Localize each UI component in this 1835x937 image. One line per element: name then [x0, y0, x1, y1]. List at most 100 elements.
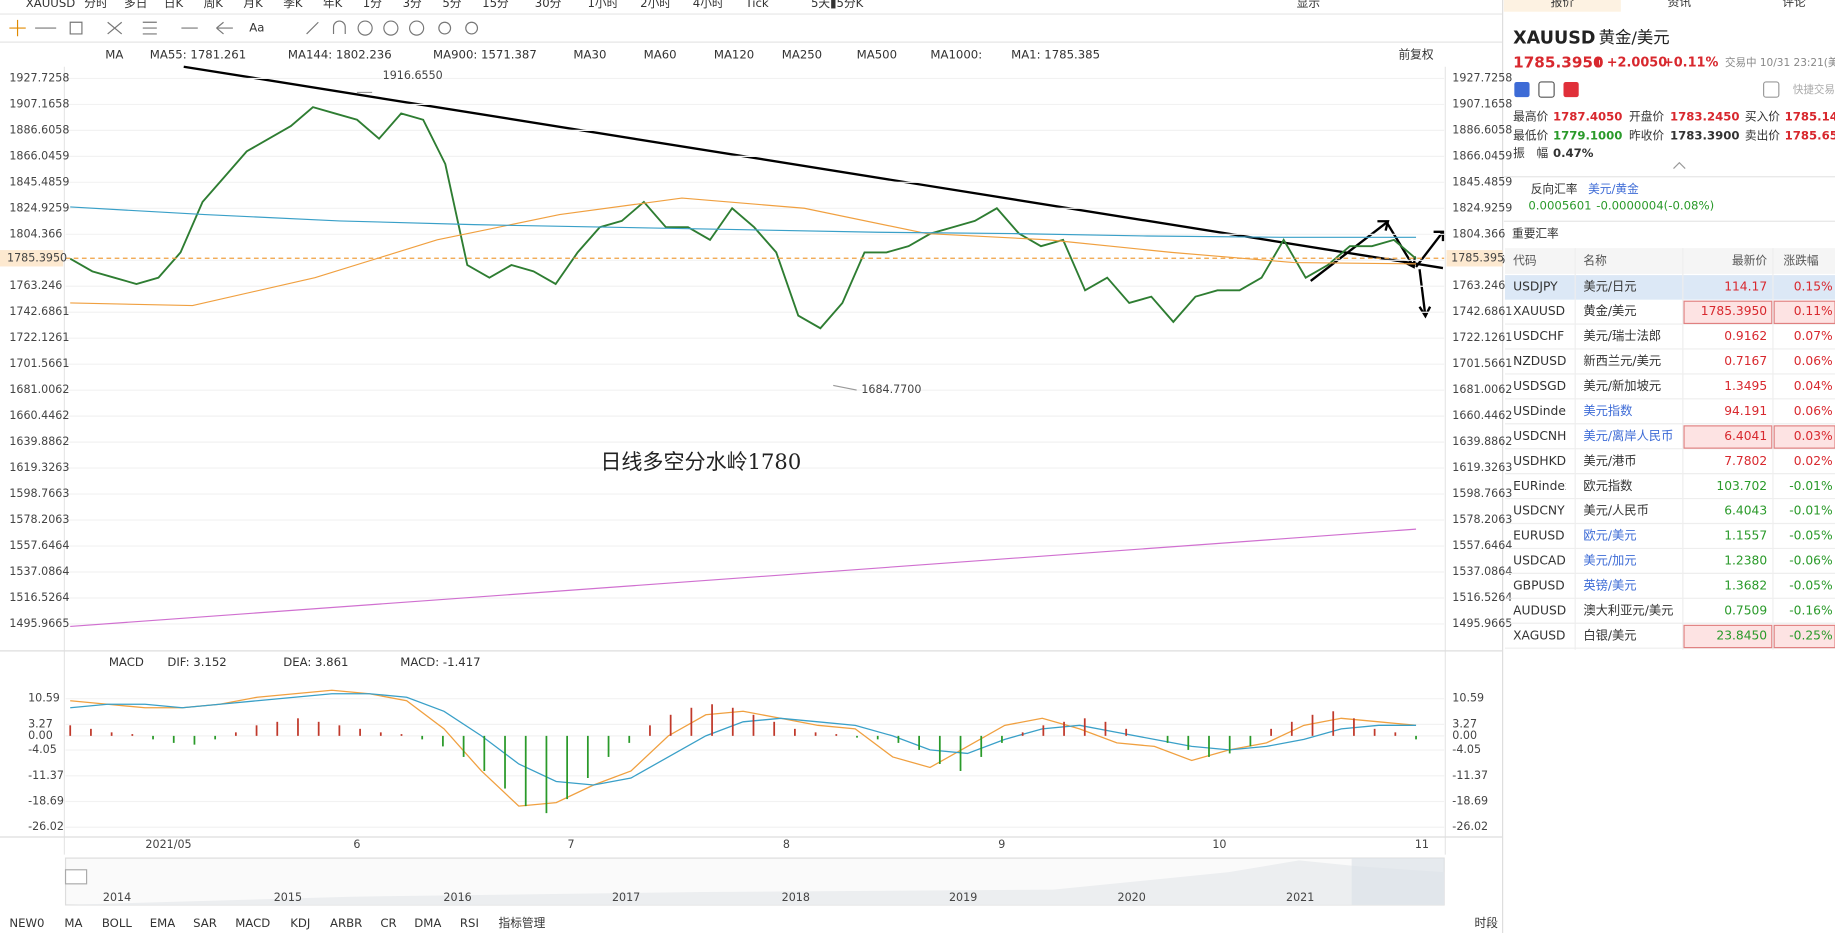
row-name[interactable]: 新西兰元/美元 — [1583, 353, 1661, 368]
panel-tab[interactable]: 报价 — [1551, 0, 1575, 9]
row-name[interactable]: 澳大利亚元/美元 — [1583, 603, 1673, 617]
row-code[interactable]: GBPUSD — [1513, 579, 1565, 593]
period-tab[interactable]: 5分 — [442, 0, 461, 10]
y-tick-label: 1516.5264 — [1452, 591, 1512, 604]
row-code[interactable]: USDCHF — [1513, 329, 1564, 343]
row-name[interactable]: 欧元/美元 — [1583, 529, 1636, 543]
period-tab[interactable]: 4小时 — [693, 0, 724, 10]
row-code[interactable]: AUDUSD — [1513, 603, 1566, 617]
panel-tab[interactable]: 评论 — [1782, 0, 1806, 9]
row-code[interactable]: EURindex — [1513, 479, 1572, 493]
ma-label: MA — [105, 48, 123, 62]
period-button[interactable]: 时段 — [1475, 916, 1499, 930]
row-name[interactable]: 英镑/美元 — [1583, 578, 1636, 593]
period-tab[interactable]: Tick — [744, 0, 768, 10]
y-tick-label: 1907.1658 — [9, 97, 69, 110]
row-change: -0.06% — [1789, 554, 1832, 568]
row-name[interactable]: 美元指数 — [1583, 403, 1632, 418]
row-name[interactable]: 美元/人民币 — [1583, 504, 1648, 518]
y-tick-label: 1866.0459 — [1452, 149, 1512, 162]
period-tab[interactable]: 5天▮5分K — [811, 0, 864, 10]
change-box — [1773, 624, 1835, 649]
collapse-toggle[interactable] — [1673, 161, 1686, 169]
indicator-tab[interactable]: ARBR — [330, 916, 362, 930]
row-change: 0.04% — [1794, 379, 1833, 393]
current-price-box — [1446, 250, 1503, 267]
navigator-year: 2015 — [274, 891, 302, 904]
row-selected[interactable] — [1504, 275, 1835, 300]
period-tab[interactable]: 年K — [323, 0, 343, 10]
quote-percent: +0.11% — [1663, 56, 1718, 71]
row-change: 0.06% — [1794, 404, 1833, 418]
period-tab[interactable]: 1分 — [363, 0, 382, 10]
y-tick-label: -4.05 — [28, 743, 57, 756]
quick-trade[interactable]: 快捷交易 — [1793, 83, 1835, 96]
row-price: 6.4043 — [1724, 504, 1767, 518]
indicator-tab[interactable]: NEW0 — [9, 916, 44, 930]
stat-label: 昨收价 — [1629, 128, 1664, 142]
period-tab[interactable]: 2小时 — [640, 0, 671, 10]
indicator-tab[interactable]: DMA — [414, 916, 441, 930]
symbol-tab[interactable]: XAUUSD — [26, 0, 76, 10]
period-tab[interactable]: 多日 — [124, 0, 147, 10]
high-label: 1916.6550 — [383, 69, 443, 82]
period-tab[interactable]: 1小时 — [587, 0, 618, 10]
period-tab[interactable]: 3分 — [403, 0, 422, 10]
row-name[interactable]: 欧元指数 — [1583, 478, 1632, 493]
indicator-tab[interactable]: SAR — [193, 916, 217, 930]
y-tick-label: -26.02 — [1452, 820, 1488, 833]
reverse-pair[interactable]: 美元/黄金 — [1588, 182, 1639, 196]
row-name[interactable]: 白银/美元 — [1583, 627, 1636, 642]
row-code[interactable]: USDHKD — [1513, 454, 1566, 468]
drawing-tools[interactable] — [9, 19, 479, 37]
adjust-button[interactable]: 前复权 — [1398, 48, 1433, 62]
y-tick-label: 3.27 — [1452, 717, 1477, 730]
row-name[interactable]: 美元/瑞士法郎 — [1583, 329, 1661, 343]
indicator-tab[interactable]: KDJ — [290, 916, 310, 930]
period-tab[interactable]: 周K — [204, 0, 224, 10]
row-code[interactable]: USDindex — [1513, 404, 1573, 418]
y-tick-label: 1701.5661 — [9, 357, 69, 370]
period-tab[interactable]: 季K — [283, 0, 303, 10]
row-code[interactable]: XAUUSD — [1513, 304, 1565, 318]
y-tick-label: -11.37 — [1452, 769, 1488, 782]
y-tick-label: 1681.0062 — [1452, 383, 1512, 396]
y-tick-label: -11.37 — [28, 769, 64, 782]
row-name[interactable]: 美元/新加坡元 — [1583, 378, 1661, 393]
row-name[interactable]: 美元/日元 — [1583, 279, 1636, 293]
indicator-tab[interactable]: EMA — [150, 916, 175, 930]
navigator-window[interactable] — [1351, 858, 1445, 905]
row-code[interactable]: NZDUSD — [1513, 354, 1566, 368]
row-code[interactable]: EURUSD — [1513, 529, 1564, 543]
row-code[interactable]: USDJPY — [1513, 279, 1558, 293]
period-tab[interactable]: 月K — [243, 0, 263, 10]
low-label: 1684.7700 — [861, 383, 921, 396]
y-tick-label: -18.69 — [28, 795, 64, 808]
row-name[interactable]: 美元/加元 — [1583, 554, 1636, 568]
display-menu[interactable]: 显示 — [1297, 0, 1320, 10]
row-price: 1.2380 — [1724, 554, 1767, 568]
tab-active[interactable] — [1503, 0, 1621, 12]
period-tab[interactable]: 30分 — [535, 0, 562, 10]
row-name[interactable]: 黄金/美元 — [1583, 303, 1636, 318]
row-code[interactable]: USDCNY — [1513, 504, 1565, 518]
period-tab[interactable]: 分时 — [84, 0, 108, 10]
row-code[interactable]: XAGUSD — [1513, 628, 1565, 642]
row-name[interactable]: 美元/离岸人民币 — [1583, 428, 1673, 443]
panel-tab[interactable]: 资讯 — [1668, 0, 1692, 9]
indicator-tab[interactable]: BOLL — [102, 916, 133, 930]
indicator-tab[interactable]: MACD — [235, 916, 270, 930]
row-code[interactable]: USDCNH — [1513, 429, 1566, 443]
font-tool[interactable]: Aa — [249, 21, 264, 35]
indicator-tab[interactable]: 指标管理 — [499, 916, 546, 930]
indicator-tab[interactable]: CR — [380, 916, 396, 930]
period-tab[interactable]: 15分 — [482, 0, 509, 10]
indicator-tab[interactable]: RSI — [460, 916, 479, 930]
navigator-handle[interactable] — [64, 869, 88, 885]
row-code[interactable]: USDCAD — [1513, 554, 1566, 568]
row-name[interactable]: 美元/港币 — [1583, 454, 1636, 468]
indicator-tab[interactable]: MA — [64, 916, 82, 930]
period-tab[interactable]: 日K — [164, 0, 184, 10]
navigator-year: 2021 — [1286, 891, 1314, 904]
row-code[interactable]: USDSGD — [1513, 379, 1566, 393]
